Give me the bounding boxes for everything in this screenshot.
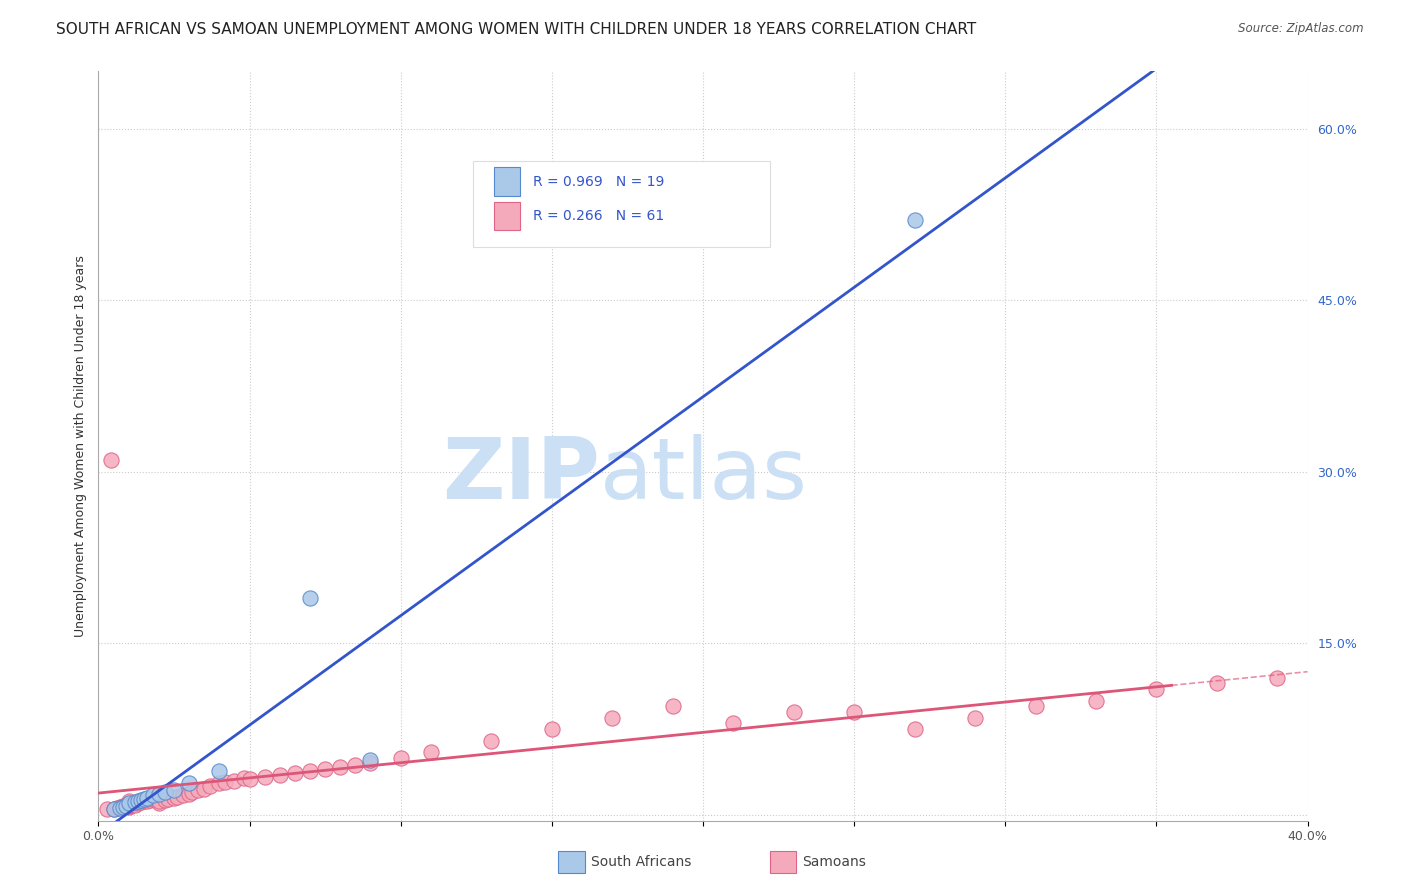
Point xyxy=(132,792,155,806)
Point xyxy=(1024,699,1046,714)
Point xyxy=(135,790,157,805)
Point xyxy=(108,801,131,815)
Point xyxy=(540,722,562,736)
Point xyxy=(208,776,231,790)
Text: R = 0.969   N = 19: R = 0.969 N = 19 xyxy=(533,175,664,188)
FancyBboxPatch shape xyxy=(494,202,520,230)
Point xyxy=(111,800,134,814)
Point xyxy=(239,772,262,787)
Point xyxy=(314,762,336,776)
Point xyxy=(904,213,927,227)
Point xyxy=(105,801,128,815)
Point xyxy=(284,765,307,780)
Point xyxy=(187,782,209,797)
Point xyxy=(329,760,352,774)
Point xyxy=(179,776,201,790)
Point xyxy=(127,794,149,808)
Point xyxy=(148,794,170,808)
Text: SOUTH AFRICAN VS SAMOAN UNEMPLOYMENT AMONG WOMEN WITH CHILDREN UNDER 18 YEARS CO: SOUTH AFRICAN VS SAMOAN UNEMPLOYMENT AMO… xyxy=(56,22,977,37)
Point xyxy=(299,764,322,779)
Y-axis label: Unemployment Among Women with Children Under 18 years: Unemployment Among Women with Children U… xyxy=(75,255,87,637)
Point xyxy=(269,768,291,782)
Point xyxy=(142,789,165,803)
Point xyxy=(602,711,624,725)
Point xyxy=(132,794,155,808)
Point xyxy=(156,792,179,806)
Point xyxy=(360,756,382,771)
Point xyxy=(153,785,176,799)
Point xyxy=(96,802,118,816)
Point xyxy=(661,699,683,714)
Point xyxy=(148,797,170,811)
Point xyxy=(214,774,236,789)
Point xyxy=(118,797,141,811)
Point xyxy=(783,705,806,719)
Point xyxy=(103,802,125,816)
Point xyxy=(904,722,927,736)
Point xyxy=(481,733,503,747)
Point xyxy=(420,745,443,759)
Point xyxy=(114,798,136,813)
Point xyxy=(224,773,246,788)
FancyBboxPatch shape xyxy=(558,851,585,873)
Point xyxy=(360,753,382,767)
Point xyxy=(114,798,136,813)
Point xyxy=(148,788,170,802)
Point xyxy=(124,795,146,809)
Text: Source: ZipAtlas.com: Source: ZipAtlas.com xyxy=(1239,22,1364,36)
Point xyxy=(118,800,141,814)
Point xyxy=(344,757,367,772)
Point xyxy=(253,770,276,784)
Point xyxy=(108,800,131,814)
Point xyxy=(299,591,322,605)
Point xyxy=(172,789,194,803)
Point xyxy=(1144,682,1167,697)
Point xyxy=(844,705,866,719)
Point xyxy=(111,798,134,813)
Text: South Africans: South Africans xyxy=(591,855,690,869)
Point xyxy=(179,788,201,802)
Point xyxy=(129,793,152,807)
Point xyxy=(127,797,149,811)
Point xyxy=(118,798,141,813)
FancyBboxPatch shape xyxy=(769,851,796,873)
Point xyxy=(181,785,204,799)
Point xyxy=(232,772,254,786)
Text: ZIP: ZIP xyxy=(443,434,600,517)
Point xyxy=(193,781,215,796)
Point xyxy=(118,797,141,812)
FancyBboxPatch shape xyxy=(494,168,520,195)
Point xyxy=(103,802,125,816)
Point xyxy=(135,794,157,808)
Text: R = 0.266   N = 61: R = 0.266 N = 61 xyxy=(533,209,664,223)
Point xyxy=(145,790,167,805)
Point xyxy=(1206,676,1229,690)
FancyBboxPatch shape xyxy=(474,161,769,247)
Point xyxy=(118,797,141,811)
Point xyxy=(153,793,176,807)
Point xyxy=(208,764,231,779)
Point xyxy=(200,780,222,794)
Point xyxy=(965,711,987,725)
Point xyxy=(118,794,141,808)
Point xyxy=(163,790,186,805)
Point xyxy=(124,797,146,812)
Point xyxy=(129,795,152,809)
Point xyxy=(166,789,188,804)
Text: Samoans: Samoans xyxy=(803,855,866,869)
Point xyxy=(100,453,122,467)
Point xyxy=(142,792,165,806)
Point xyxy=(139,793,162,807)
Point xyxy=(1085,693,1108,707)
Point xyxy=(389,750,412,764)
Point xyxy=(723,716,745,731)
Text: atlas: atlas xyxy=(600,434,808,517)
Point xyxy=(163,782,186,797)
Point xyxy=(1267,671,1289,685)
